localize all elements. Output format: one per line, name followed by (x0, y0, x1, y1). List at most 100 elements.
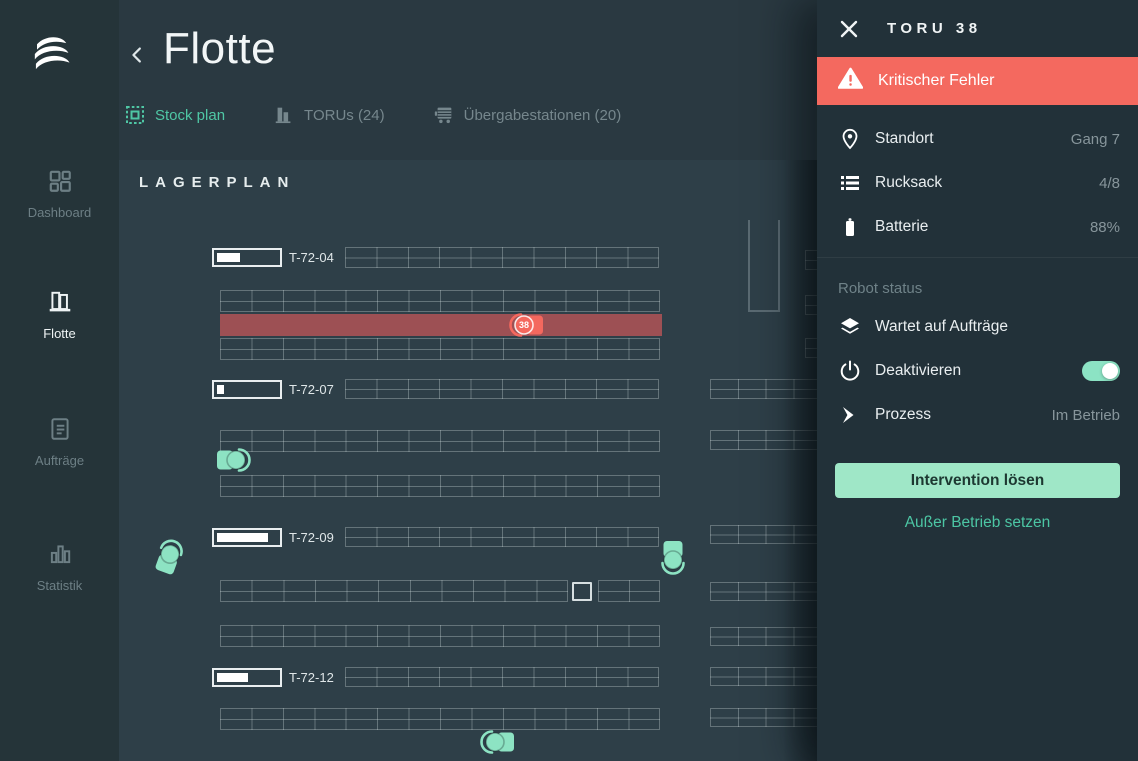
station-marker[interactable] (572, 582, 592, 601)
shelf-grid (710, 430, 817, 450)
shelf-grid (220, 708, 660, 730)
shelf-grid (220, 475, 660, 497)
resolve-intervention-button[interactable]: Intervention lösen (835, 463, 1120, 498)
robot-marker[interactable] (660, 538, 686, 576)
shelf-grid (710, 627, 817, 646)
dock-outline (748, 220, 780, 312)
shelf-grid (710, 582, 817, 601)
shelf-grid (345, 379, 659, 399)
shelf-label: T-72-04 (289, 250, 334, 265)
shelf-grid (220, 338, 660, 360)
sidebar-item-flotte[interactable]: Flotte (0, 289, 119, 341)
robot-stats: Standort Gang 7 Rucksack 4/8 Batterie 88% (817, 105, 1138, 258)
sidebar-item-label: Dashboard (27, 205, 92, 220)
tab-label: Stock plan (155, 106, 226, 124)
shelf-grid (220, 625, 660, 647)
robot-marker-38[interactable]: 38 (508, 312, 546, 338)
page-header: Flotte Stock plan TORUs (24) Übergabestati… (119, 0, 817, 160)
sidebar-item-statistik[interactable]: Statistik (0, 541, 119, 593)
shelf-grid (710, 667, 817, 686)
stat-row-standort: Standort Gang 7 (817, 117, 1138, 161)
shelf-grid (805, 338, 817, 358)
stat-value: 4/8 (1099, 174, 1120, 192)
stock-plan-icon (124, 104, 146, 126)
shelf-grid (805, 250, 817, 270)
sidebar-item-dashboard[interactable]: Dashboard (0, 168, 119, 220)
shelf-fill-indicator[interactable] (212, 668, 282, 687)
tab-torus[interactable]: TORUs (24) (273, 104, 385, 126)
shelf-label: T-72-07 (289, 382, 334, 397)
stat-row-rucksack: Rucksack 4/8 (817, 161, 1138, 205)
torus-icon (273, 104, 295, 126)
robot-marker[interactable] (479, 729, 517, 755)
battery-icon (838, 215, 862, 239)
handover-station-icon (433, 104, 455, 126)
toggle-knob (1102, 363, 1118, 379)
sidebar-item-auftraege[interactable]: Aufträge (0, 416, 119, 468)
tab-bar: Stock plan TORUs (24) Übergabestationen (2… (124, 104, 621, 126)
stat-label: Batterie (875, 218, 929, 235)
tab-uebergabestationen[interactable]: Übergabestationen (20) (433, 104, 622, 126)
fleet-icon (47, 289, 73, 315)
deactivate-toggle[interactable] (1082, 361, 1120, 381)
status-row: Wartet auf Aufträge (817, 305, 1138, 349)
robot-marker[interactable] (150, 535, 187, 580)
page-title: Flotte (163, 24, 277, 73)
tab-stock-plan[interactable]: Stock plan (124, 104, 225, 126)
status-row: Prozess Im Betrieb (817, 393, 1138, 437)
shelf-grid (345, 527, 659, 547)
chevron-left-icon (132, 47, 141, 63)
status-value: Im Betrieb (1051, 406, 1120, 424)
status-label: Prozess (875, 406, 931, 423)
panel-title: TORU 38 (887, 20, 982, 37)
close-icon[interactable] (840, 20, 858, 38)
critical-error-label: Kritischer Fehler (878, 72, 995, 89)
shelf-grid (710, 708, 817, 727)
robot-status-rows: Wartet auf Aufträge Deaktivieren Prozess Im… (817, 305, 1138, 437)
stat-label: Rucksack (875, 174, 943, 191)
tab-label: Übergabestationen (20) (463, 106, 622, 124)
shelf-fill-bar (217, 673, 248, 682)
sidebar-item-label: Statistik (36, 578, 83, 593)
list-icon (838, 171, 862, 195)
shelf-label: T-72-09 (289, 530, 334, 545)
shelf-fill-bar (217, 253, 240, 262)
shelf-fill-bar (217, 385, 224, 394)
stat-value: 88% (1089, 218, 1120, 236)
robot-marker[interactable] (214, 447, 252, 473)
shelf-fill-indicator[interactable] (212, 248, 282, 267)
shelf-fill-indicator[interactable] (212, 528, 282, 547)
shelf-grid (220, 430, 660, 452)
sidebar-item-label: Aufträge (34, 453, 85, 468)
shelf-fill-bar (217, 533, 268, 542)
sidebar-item-label: Flotte (43, 326, 76, 341)
status-row: Deaktivieren (817, 349, 1138, 393)
stat-row-batterie: Batterie 88% (817, 205, 1138, 249)
orders-icon (47, 416, 73, 442)
dashboard-icon (47, 168, 73, 194)
shelf-grid (805, 295, 817, 315)
status-label: Wartet auf Aufträge (875, 318, 1008, 335)
shelf-label: T-72-12 (289, 670, 334, 685)
decommission-link[interactable]: Außer Betrieb setzen (904, 514, 1051, 531)
process-icon (838, 403, 862, 427)
shelf-grid (345, 667, 659, 687)
back-button[interactable] (127, 40, 149, 70)
shelf-grid (345, 247, 659, 268)
shelf-grid (710, 525, 817, 544)
map-title: LAGERPLAN (139, 174, 296, 191)
power-icon (838, 359, 862, 383)
critical-error-banner: Kritischer Fehler (817, 57, 1138, 105)
shelf-grid (220, 290, 660, 312)
shelf-grid (710, 379, 817, 399)
stat-value: Gang 7 (1070, 130, 1120, 148)
shelf-fill-indicator[interactable] (212, 380, 282, 399)
warehouse-map: LAGERPLAN T-72-04 T-72-07 T-72-09 T-72-12 3… (119, 160, 817, 761)
status-label: Deaktivieren (875, 362, 962, 379)
panel-header: TORU 38 (817, 0, 1138, 57)
location-pin-icon (838, 127, 862, 151)
tab-label: TORUs (24) (304, 106, 385, 124)
sidebar: Dashboard Flotte Aufträge Statistik (0, 0, 119, 761)
statistics-icon (47, 541, 73, 567)
